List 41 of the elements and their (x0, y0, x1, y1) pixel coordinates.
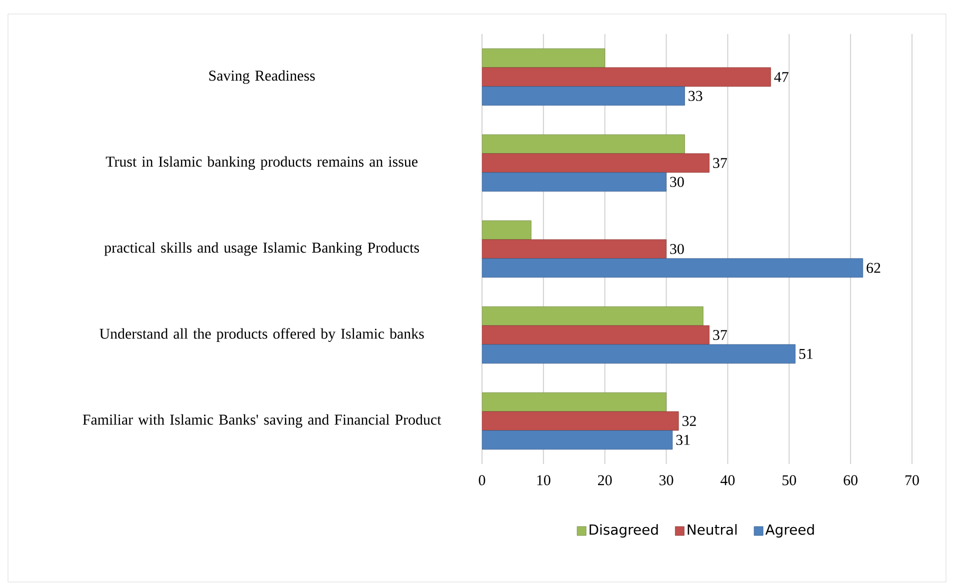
bar (482, 325, 710, 345)
legend-label: Neutral (688, 524, 737, 535)
bar (482, 306, 704, 326)
x-tick-label: 60 (844, 475, 858, 486)
legend-label: Agreed (765, 524, 814, 538)
bar (482, 48, 606, 68)
y-tick-label: Trust in Islamic banking products remains an issue (106, 156, 418, 170)
data-label: 33 (688, 90, 702, 101)
bar (482, 172, 666, 192)
data-label: 32 (682, 416, 696, 426)
data-label: 37 (713, 158, 727, 168)
data-label: 47 (774, 72, 788, 82)
y-tick-label: Familiar with Islamic Banks' saving and Financial Product (82, 414, 442, 428)
bar (482, 239, 666, 259)
y-tick-label: practical skills and usage Islamic Banking Products (104, 242, 419, 256)
x-tick-label: 10 (537, 475, 550, 486)
y-tick-label: Saving Readiness (209, 70, 315, 84)
data-label: 37 (713, 330, 727, 340)
x-tick-label: 40 (720, 475, 735, 486)
x-tick-label: 70 (906, 475, 919, 486)
data-label: 51 (799, 348, 813, 359)
data-label: 62 (866, 262, 880, 273)
bar (482, 67, 771, 87)
bar (482, 392, 666, 412)
x-tick-label: 50 (782, 475, 796, 486)
x-tick-label: 30 (660, 475, 674, 486)
legend-label: Disagreed (590, 524, 658, 538)
bar (482, 430, 673, 450)
y-tick-label: Understand all the products offered by Islamic banks (100, 328, 424, 342)
x-tick-label: 0 (478, 475, 486, 486)
bar (482, 153, 710, 173)
bar (482, 220, 532, 240)
x-tick-label: 20 (598, 475, 612, 486)
bar (482, 134, 685, 154)
bar (482, 411, 679, 431)
data-label: 30 (670, 244, 684, 254)
bar (482, 258, 864, 278)
data-label: 30 (670, 176, 684, 187)
bar (482, 344, 796, 364)
bar (482, 86, 685, 106)
data-label: 31 (676, 434, 690, 445)
